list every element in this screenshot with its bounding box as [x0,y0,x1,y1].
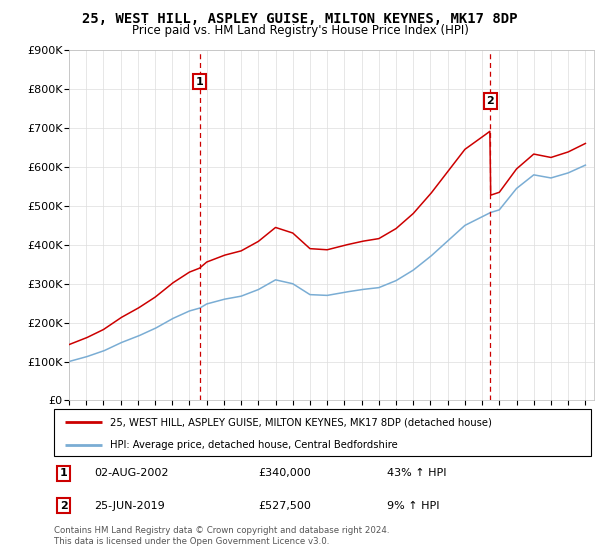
Text: £527,500: £527,500 [258,501,311,511]
Text: 25-JUN-2019: 25-JUN-2019 [94,501,165,511]
Text: 2: 2 [60,501,68,511]
Text: 1: 1 [196,77,203,86]
Text: 02-AUG-2002: 02-AUG-2002 [94,468,169,478]
Text: HPI: Average price, detached house, Central Bedfordshire: HPI: Average price, detached house, Cent… [110,440,398,450]
FancyBboxPatch shape [54,409,591,456]
Text: £340,000: £340,000 [258,468,311,478]
Text: 43% ↑ HPI: 43% ↑ HPI [387,468,446,478]
Text: 9% ↑ HPI: 9% ↑ HPI [387,501,439,511]
Text: 25, WEST HILL, ASPLEY GUISE, MILTON KEYNES, MK17 8DP (detached house): 25, WEST HILL, ASPLEY GUISE, MILTON KEYN… [110,417,492,427]
Text: 1: 1 [60,468,68,478]
Text: Contains HM Land Registry data © Crown copyright and database right 2024.
This d: Contains HM Land Registry data © Crown c… [54,526,389,546]
Text: Price paid vs. HM Land Registry's House Price Index (HPI): Price paid vs. HM Land Registry's House … [131,24,469,37]
Text: 25, WEST HILL, ASPLEY GUISE, MILTON KEYNES, MK17 8DP: 25, WEST HILL, ASPLEY GUISE, MILTON KEYN… [82,12,518,26]
Text: 2: 2 [487,96,494,106]
